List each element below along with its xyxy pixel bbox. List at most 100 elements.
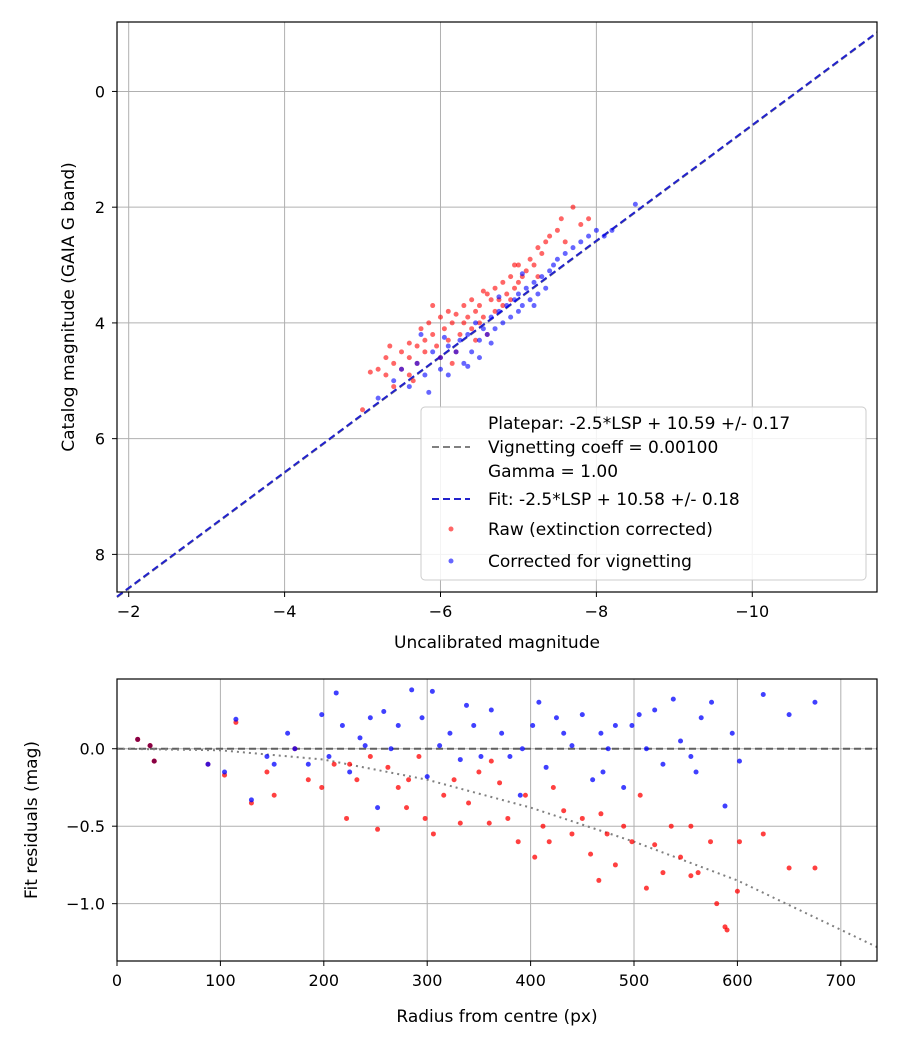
- top-data-point: [523, 285, 529, 291]
- top-data-point: [504, 303, 510, 309]
- bottom-data-point: [621, 784, 627, 790]
- top-data-point: [488, 297, 494, 303]
- top-data-point: [547, 233, 553, 239]
- bottom-data-point: [505, 815, 511, 821]
- bottom-data-point: [693, 769, 699, 775]
- bottom-data-point: [643, 746, 649, 752]
- top-data-point: [391, 378, 397, 384]
- bottom-data-point: [248, 797, 254, 803]
- bottom-data-point: [561, 808, 567, 814]
- top-data-point: [422, 349, 428, 355]
- top-data-point: [535, 245, 541, 251]
- bottom-data-point: [147, 743, 153, 749]
- top-data-point: [437, 314, 443, 320]
- bottom-residuals-panel: 0 100 200 300 400 500 600 700 0.0 −0.5 −1.0 Radius…: [22, 678, 878, 1027]
- bottom-data-point: [466, 800, 472, 806]
- bottom-vignetting-model-curve: [116, 747, 878, 948]
- top-data-point: [461, 320, 467, 326]
- top-x-axis-label: Uncalibrated magnitude: [394, 633, 600, 653]
- bottom-data-point: [579, 815, 585, 821]
- bottom-data-point: [517, 792, 523, 798]
- bottom-data-point: [499, 730, 505, 736]
- top-data-point: [406, 372, 412, 378]
- top-data-point: [543, 239, 549, 245]
- bottom-data-point: [605, 746, 611, 752]
- top-data-point: [586, 233, 592, 239]
- legend: Platepar: -2.5*LSP + 10.59 +/- 0.17 Vigne…: [420, 406, 867, 581]
- bottom-data-point: [678, 738, 684, 744]
- bottom-data-point: [786, 865, 792, 871]
- legend-entry: Platepar: -2.5*LSP + 10.59 +/- 0.17: [488, 414, 790, 434]
- top-x-tick-label: −8: [585, 602, 609, 621]
- top-data-point: [523, 268, 529, 274]
- bottom-data-point: [457, 820, 463, 826]
- top-data-point: [492, 308, 498, 314]
- bottom-data-point: [233, 716, 239, 722]
- bottom-data-point: [596, 877, 602, 883]
- top-data-point: [457, 337, 463, 343]
- top-data-point: [601, 233, 607, 239]
- bottom-data-point: [604, 831, 610, 837]
- top-data-point: [515, 262, 521, 268]
- bottom-data-point: [326, 753, 332, 759]
- top-data-point: [437, 366, 443, 372]
- bottom-data-point: [729, 730, 735, 736]
- bottom-data-point: [561, 730, 567, 736]
- bottom-data-point: [385, 764, 391, 770]
- bottom-data-point: [367, 753, 373, 759]
- top-data-point: [492, 326, 498, 332]
- bottom-data-point: [652, 842, 658, 848]
- bottom-data-point: [812, 699, 818, 705]
- top-data-point: [515, 308, 521, 314]
- bottom-data-point: [451, 777, 457, 783]
- top-data-point: [445, 337, 451, 343]
- bottom-reference-lines: [116, 747, 878, 948]
- top-data-point: [539, 250, 545, 256]
- bottom-data-point: [457, 757, 463, 763]
- top-data-point: [570, 245, 576, 251]
- top-data-point: [512, 297, 518, 303]
- bottom-ticks: 0 100 200 300 400 500 600 700 0.0 −0.5 −1.0: [66, 740, 856, 990]
- bottom-data-point: [724, 927, 730, 933]
- bottom-data-point: [319, 784, 325, 790]
- bottom-data-point: [292, 746, 298, 752]
- bottom-data-point: [305, 761, 311, 767]
- top-y-tick-label: 0: [95, 82, 105, 101]
- top-data-point: [465, 331, 471, 337]
- top-ticks: −2 −4 −6 −8 −10 0 2 4 6 8: [95, 82, 769, 621]
- bottom-data-point: [416, 753, 422, 759]
- bottom-data-point: [305, 777, 311, 783]
- top-data-point: [515, 279, 521, 285]
- top-data-point: [500, 320, 506, 326]
- top-data-point: [465, 314, 471, 320]
- bottom-data-point: [695, 870, 701, 876]
- bottom-data-point: [409, 687, 415, 693]
- legend-box: [420, 406, 867, 581]
- top-data-point: [539, 274, 545, 280]
- bottom-data-point: [812, 865, 818, 871]
- bottom-data-point: [637, 792, 643, 798]
- bottom-data-point: [395, 784, 401, 790]
- top-data-point: [465, 363, 471, 369]
- bottom-data-point: [264, 769, 270, 775]
- bottom-data-point: [652, 707, 658, 713]
- top-data-point: [488, 340, 494, 346]
- bottom-data-point: [550, 784, 556, 790]
- bottom-data-point: [612, 862, 618, 868]
- top-data-point: [484, 331, 490, 337]
- top-data-point: [562, 250, 568, 256]
- top-data-point: [375, 395, 381, 401]
- bottom-data-point: [437, 743, 443, 749]
- bottom-x-axis-label: Radius from centre (px): [396, 1007, 597, 1027]
- bottom-data-point: [424, 774, 430, 780]
- top-data-point: [531, 279, 537, 285]
- bottom-data-point: [422, 815, 428, 821]
- bottom-data-point: [478, 753, 484, 759]
- bottom-data-point: [419, 715, 425, 721]
- top-data-point: [457, 331, 463, 337]
- top-data-point: [527, 297, 533, 303]
- top-y-tick-label: 8: [95, 545, 105, 564]
- top-data-point: [527, 256, 533, 262]
- top-data-point: [453, 349, 459, 355]
